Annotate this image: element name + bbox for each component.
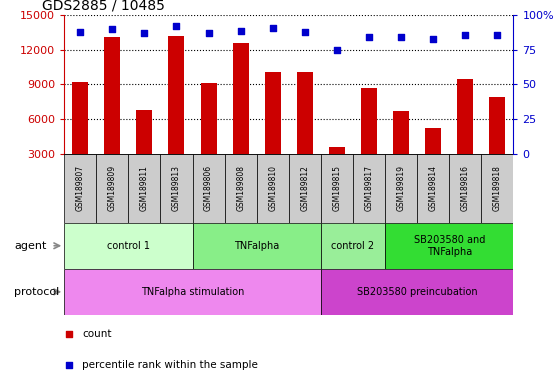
Bar — [385, 154, 417, 223]
Text: TNFalpha: TNFalpha — [234, 241, 280, 251]
Bar — [425, 128, 441, 188]
Bar — [169, 36, 185, 188]
Bar — [161, 154, 193, 223]
Bar — [97, 154, 128, 223]
Text: GSM189816: GSM189816 — [461, 165, 470, 211]
Bar — [193, 154, 224, 223]
Point — [397, 35, 406, 41]
Text: GSM189814: GSM189814 — [429, 165, 437, 211]
Bar — [264, 72, 281, 188]
Bar — [72, 82, 88, 188]
Bar — [449, 154, 481, 223]
Bar — [321, 154, 353, 223]
Text: control 2: control 2 — [331, 241, 374, 251]
Text: TNFalpha stimulation: TNFalpha stimulation — [141, 287, 244, 297]
Point — [236, 28, 245, 34]
Bar — [64, 154, 96, 223]
Bar — [257, 154, 289, 223]
Text: count: count — [82, 329, 112, 339]
Bar — [233, 43, 249, 188]
Text: GSM189817: GSM189817 — [364, 165, 373, 211]
Text: SB203580 and
TNFalpha: SB203580 and TNFalpha — [413, 235, 485, 257]
Text: GSM189818: GSM189818 — [493, 165, 502, 211]
Point — [429, 36, 437, 42]
Point — [108, 26, 117, 32]
Bar — [64, 269, 321, 315]
Bar — [489, 97, 506, 188]
Bar — [417, 154, 449, 223]
Bar — [329, 147, 345, 188]
Text: GSM189819: GSM189819 — [397, 165, 406, 211]
Point — [204, 30, 213, 36]
Point — [64, 331, 73, 337]
Point — [76, 29, 85, 35]
Text: GSM189810: GSM189810 — [268, 165, 277, 211]
Text: agent: agent — [14, 241, 46, 251]
Bar — [457, 79, 473, 188]
Point — [64, 362, 73, 368]
Point — [300, 29, 309, 35]
Bar — [224, 154, 257, 223]
Point — [364, 35, 373, 41]
Bar — [136, 110, 152, 188]
Text: GSM189812: GSM189812 — [300, 165, 309, 211]
Text: GSM189809: GSM189809 — [108, 165, 117, 211]
Text: control 1: control 1 — [107, 241, 150, 251]
Bar — [393, 111, 409, 188]
Point — [461, 31, 470, 38]
Text: GSM189811: GSM189811 — [140, 165, 149, 211]
Point — [140, 30, 149, 36]
Bar — [321, 223, 385, 269]
Bar — [481, 154, 513, 223]
Bar — [200, 83, 217, 188]
Text: protocol: protocol — [14, 287, 59, 297]
Text: GSM189815: GSM189815 — [333, 165, 341, 211]
Text: GSM189806: GSM189806 — [204, 165, 213, 211]
Text: GSM189807: GSM189807 — [76, 165, 85, 211]
Point — [333, 47, 341, 53]
Text: GSM189813: GSM189813 — [172, 165, 181, 211]
Text: SB203580 preincubation: SB203580 preincubation — [357, 287, 478, 297]
Bar — [193, 223, 321, 269]
Bar — [361, 88, 377, 188]
Point — [268, 25, 277, 31]
Bar — [64, 223, 193, 269]
Point — [493, 31, 502, 38]
Bar — [385, 223, 513, 269]
Bar — [289, 154, 321, 223]
Bar — [297, 72, 313, 188]
Bar — [321, 269, 513, 315]
Text: GSM189808: GSM189808 — [236, 165, 245, 211]
Text: percentile rank within the sample: percentile rank within the sample — [82, 360, 258, 370]
Bar — [353, 154, 385, 223]
Bar — [128, 154, 161, 223]
Bar — [104, 37, 121, 188]
Point — [172, 23, 181, 30]
Text: GDS2885 / 10485: GDS2885 / 10485 — [42, 0, 165, 13]
